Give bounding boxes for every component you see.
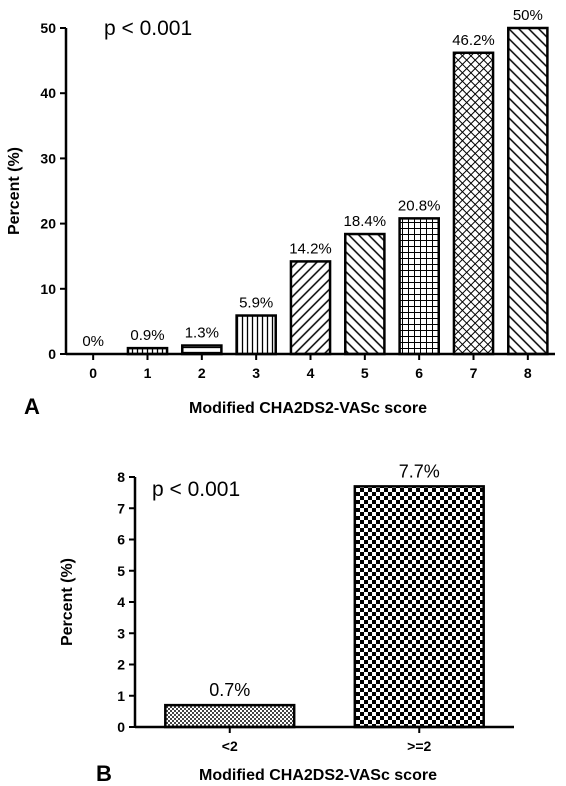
- x-tick-label: 0: [89, 365, 97, 381]
- x-tick-label: <2: [222, 738, 238, 754]
- x-tick-label: 5: [361, 365, 369, 381]
- y-tick-label: 10: [40, 281, 56, 297]
- y-tick-label: 3: [117, 625, 125, 641]
- chart-b: 0 1 2 3 4 5 6 7 8 <2 0.7% >=2 7.7% p < 0.001 Percent…: [59, 461, 514, 786]
- data-label: 7.7%: [399, 461, 440, 481]
- data-label: 0%: [82, 333, 104, 350]
- x-tick-label: 8: [524, 365, 532, 381]
- y-tick-label: 5: [117, 563, 125, 579]
- data-label: 14.2%: [289, 240, 332, 257]
- bar-a-4: [289, 260, 332, 356]
- data-label: 5.9%: [239, 295, 273, 312]
- data-label: 20.8%: [398, 197, 441, 214]
- y-tick-label: 0: [48, 346, 56, 362]
- chart-b-panel-label: B: [96, 761, 112, 786]
- y-tick-label: 50: [40, 20, 56, 36]
- data-label: 50%: [513, 7, 543, 24]
- x-tick-label: 7: [470, 365, 478, 381]
- bar-a-6: [398, 217, 440, 356]
- data-label: 46.2%: [452, 32, 495, 49]
- chart-a: 0 10 20 30 40 50 0 0% 1 0.9% 2 1.3% 3 5.9% 4 14.2% 5 18.4…: [6, 7, 555, 419]
- x-tick-label: 4: [307, 365, 315, 381]
- x-tick-label: 3: [252, 365, 260, 381]
- x-tick-label: >=2: [407, 738, 431, 754]
- bar-a-8: [507, 26, 549, 356]
- data-label: 1.3%: [185, 325, 219, 342]
- bar-a-2: [181, 344, 223, 356]
- chart-a-x-axis-title: Modified CHA2DS2-VASc score: [189, 400, 427, 417]
- chart-b-x-axis-title: Modified CHA2DS2-VASc score: [199, 767, 437, 784]
- y-tick-label: 20: [40, 216, 56, 232]
- y-tick-label: 0: [117, 719, 125, 735]
- y-tick-label: 7: [117, 500, 125, 516]
- chart-a-marks: 0 10 20 30 40 50 0 0% 1 0.9% 2 1.3% 3 5.9% 4 14.2% 5 18.4…: [40, 7, 549, 381]
- bar-a-7: [452, 51, 495, 356]
- x-tick-label: 6: [415, 365, 423, 381]
- bar-a-5: [344, 232, 386, 356]
- chart-b-marks: 0 1 2 3 4 5 6 7 8 <2 0.7% >=2 7.7%: [117, 461, 485, 754]
- x-tick-label: 1: [144, 365, 152, 381]
- y-tick-label: 2: [117, 657, 125, 673]
- chart-a-panel-label: A: [24, 394, 40, 419]
- y-tick-label: 6: [117, 532, 125, 548]
- x-tick-label: 2: [198, 365, 206, 381]
- data-label: 18.4%: [344, 213, 387, 230]
- y-tick-label: 4: [117, 594, 125, 610]
- y-tick-label: 8: [117, 469, 125, 485]
- chart-a-y-axis-title: Percent (%): [6, 147, 23, 235]
- data-label: 0.9%: [130, 327, 164, 344]
- bar-b-1: [353, 485, 485, 729]
- bar-b-0: [164, 703, 296, 729]
- data-label: 0.7%: [209, 680, 250, 700]
- y-tick-label: 40: [40, 85, 56, 101]
- y-tick-label: 30: [40, 150, 56, 166]
- chart-b-p-value: p < 0.001: [152, 478, 240, 501]
- chart-a-p-value: p < 0.001: [104, 17, 192, 40]
- chart-b-y-axis-title: Percent (%): [59, 558, 76, 646]
- bar-a-3: [235, 314, 277, 356]
- y-tick-label: 1: [117, 688, 125, 704]
